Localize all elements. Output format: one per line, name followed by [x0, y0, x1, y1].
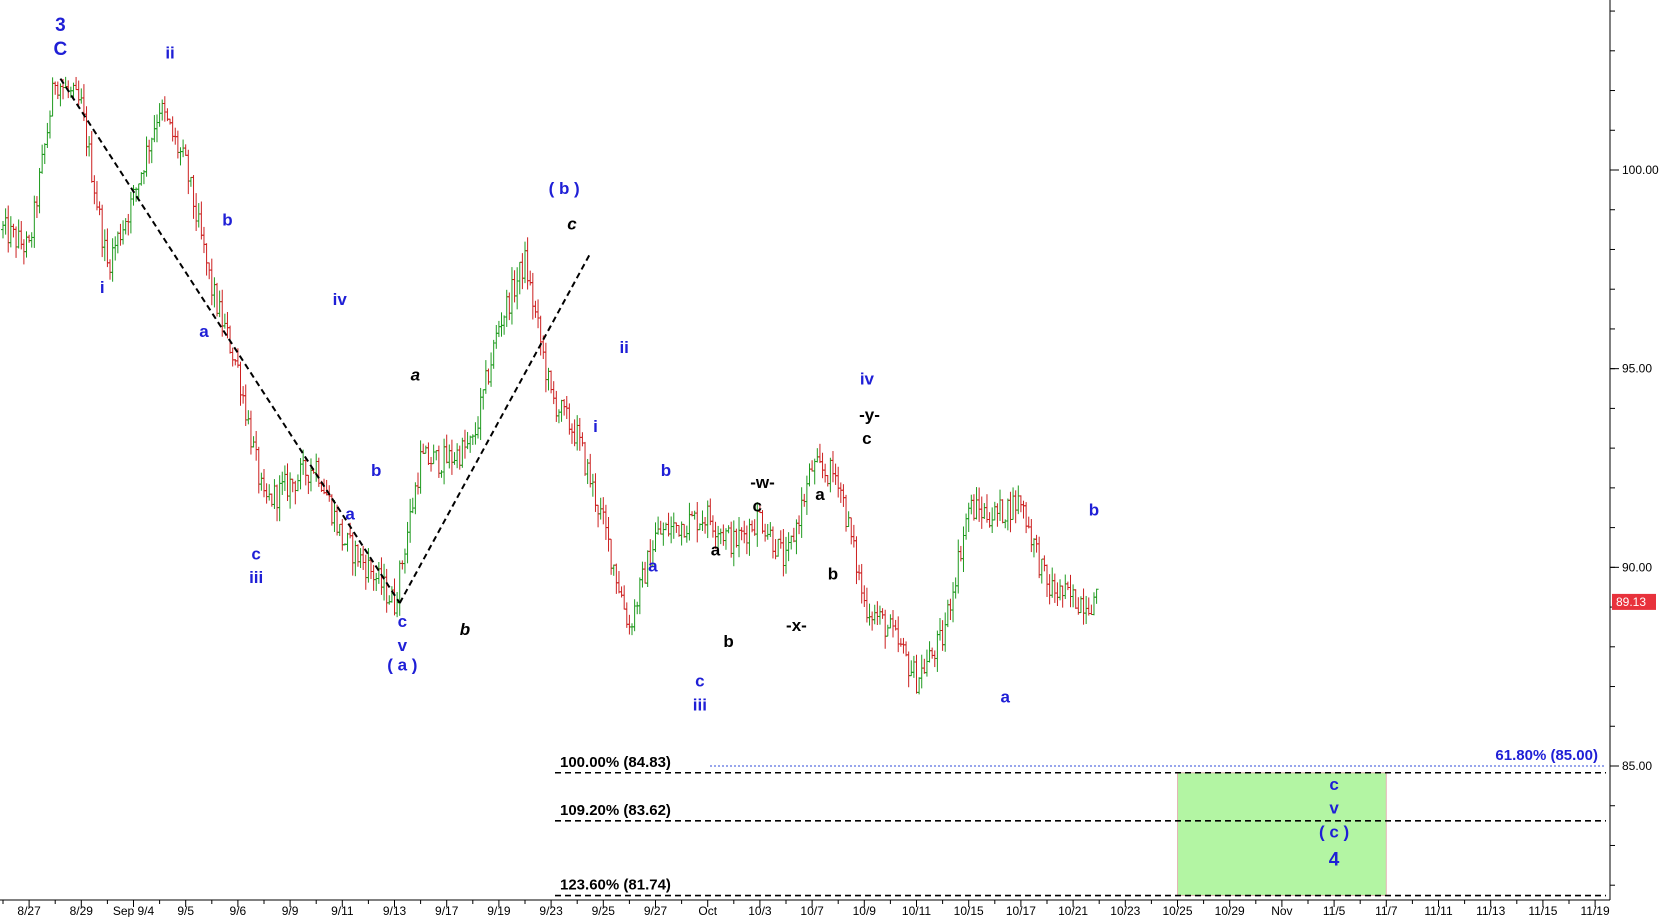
x-tick-label: 10/9	[853, 904, 877, 917]
wave-label: a	[1001, 687, 1011, 706]
wave-label: c	[1329, 775, 1338, 794]
wave-label: c	[695, 672, 704, 691]
wave-label: c	[251, 544, 260, 563]
x-tick-label: 10/17	[1006, 904, 1036, 917]
wave-label: ( c )	[1319, 823, 1349, 842]
x-tick-label: 10/29	[1215, 904, 1245, 917]
wave-label: c	[567, 215, 577, 234]
wave-label: C	[54, 39, 68, 60]
x-tick-label: Oct	[698, 904, 717, 917]
wave-label: b	[222, 211, 232, 230]
wave-label: ( a )	[387, 656, 417, 675]
target-zone	[1177, 772, 1387, 897]
x-tick-label: 9/9	[282, 904, 299, 917]
wave-label: a	[711, 540, 721, 559]
x-tick-label: 10/7	[800, 904, 824, 917]
wave-label: b	[1089, 501, 1099, 520]
x-tick-label: 8/29	[70, 904, 94, 917]
x-tick-label: 11/13	[1476, 904, 1505, 917]
fib-label: 61.80% (85.00)	[1495, 747, 1598, 764]
wave-label: v	[398, 636, 408, 655]
x-tick-label: 10/25	[1162, 904, 1192, 917]
wave-label: i	[593, 417, 598, 436]
y-tick-label: 85.00	[1622, 759, 1652, 773]
fib-label: 100.00% (84.83)	[560, 754, 671, 771]
wave-label: b	[661, 461, 671, 480]
x-tick-label: 10/23	[1110, 904, 1140, 917]
x-tick-label: 11/11	[1424, 904, 1453, 917]
x-tick-label: 9/5	[177, 904, 194, 917]
last-price-label: 89.13	[1616, 595, 1646, 609]
wave-label: ii	[619, 338, 628, 357]
wave-label: 3	[55, 15, 66, 36]
x-tick-label: 9/25	[592, 904, 616, 917]
wave-label: b	[371, 461, 381, 480]
wave-label: -x-	[786, 616, 807, 635]
x-tick-label: 9/11	[331, 904, 354, 917]
target-zone-layer	[1177, 772, 1387, 897]
wave-label: -y-	[859, 405, 880, 424]
x-tick-label: 10/21	[1058, 904, 1088, 917]
wave-label: iv	[860, 370, 875, 389]
wave-label: a	[815, 485, 825, 504]
x-tick-label: 9/27	[644, 904, 668, 917]
wave-label: v	[1329, 799, 1339, 818]
last-price-box	[1612, 593, 1656, 610]
fib-label: 123.60% (81.74)	[560, 877, 671, 894]
wave-label: c	[862, 429, 871, 448]
x-tick-label: 11/19	[1581, 904, 1610, 917]
y-tick-label: 95.00	[1622, 362, 1652, 376]
x-tick-label: 10/15	[954, 904, 984, 917]
fib-label: 109.20% (83.62)	[560, 802, 671, 819]
wave-label: iii	[693, 695, 707, 714]
wave-label: a	[345, 505, 355, 524]
wave-label: ii	[165, 44, 174, 63]
wave-label: -w-	[750, 473, 775, 492]
x-tick-label: 11/7	[1375, 904, 1398, 917]
channel-lines-layer	[59, 78, 592, 604]
x-tick-label: Nov	[1271, 904, 1292, 917]
fib-lines-layer	[555, 765, 1606, 897]
x-tick-label: 9/13	[383, 904, 407, 917]
x-tick-label: 9/23	[539, 904, 563, 917]
wave-label: ( b )	[549, 179, 580, 198]
x-tick-label: 10/11	[902, 904, 931, 917]
wave-label: a	[411, 366, 420, 385]
wave-label: iii	[249, 568, 263, 587]
x-tick-label: 8/27	[17, 904, 41, 917]
x-tick-label: 9/17	[435, 904, 459, 917]
wave-label: b	[460, 620, 470, 639]
fib-labels-layer: 100.00% (84.83) 109.20% (83.62) 123.60% (8…	[560, 747, 1598, 894]
wave-label: b	[723, 632, 733, 651]
wave-label: a	[648, 556, 658, 575]
wave-label: iv	[333, 290, 348, 309]
wave-label: 4	[1329, 849, 1340, 870]
price-bars-layer	[1, 76, 1099, 695]
wave-label: c	[398, 612, 407, 631]
x-tick-label: 10/3	[748, 904, 772, 917]
x-tick-label: 11/5	[1323, 904, 1346, 917]
wave-label: i	[100, 278, 105, 297]
x-tick-label: Sep 9/4	[113, 904, 155, 917]
x-tick-label: 11/15	[1528, 904, 1557, 917]
channel-line	[398, 252, 592, 604]
x-tick-label: 9/19	[487, 904, 511, 917]
channel-line	[59, 78, 401, 604]
wave-label: b	[828, 564, 838, 583]
wave-label: c	[753, 497, 762, 516]
wave-label: a	[199, 322, 209, 341]
x-tick-label: 9/6	[230, 904, 247, 917]
y-tick-label: 90.00	[1622, 560, 1652, 574]
y-tick-label: 100.00	[1622, 163, 1659, 177]
